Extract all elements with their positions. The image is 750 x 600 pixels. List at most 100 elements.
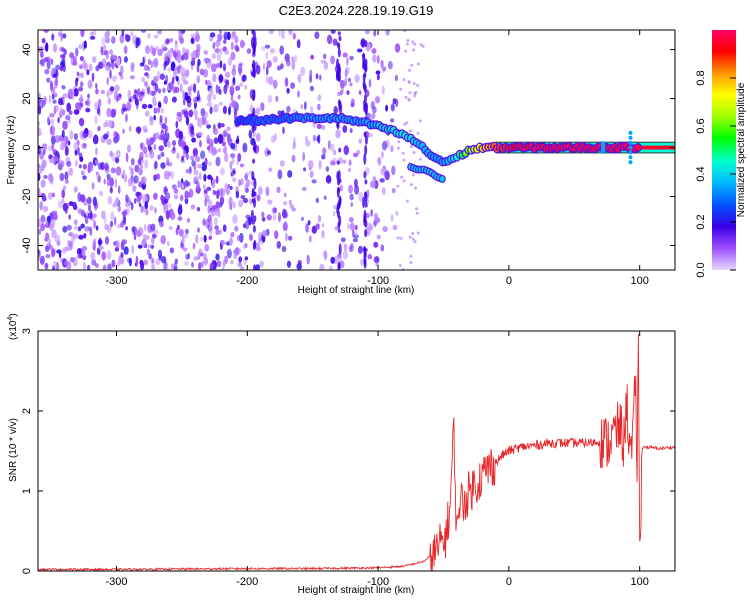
noise-blob <box>188 166 192 175</box>
noise-blob <box>51 33 55 41</box>
noise-blob <box>354 178 358 188</box>
noise-blob <box>38 228 42 235</box>
noise-blob <box>59 160 65 168</box>
signal-blob <box>439 176 445 182</box>
noise-blob <box>110 108 116 118</box>
noise-blob <box>256 194 261 202</box>
noise-blob <box>61 198 65 204</box>
signal-blob <box>628 130 633 135</box>
noise-blob <box>308 235 312 243</box>
noise-blob <box>222 129 228 138</box>
noise-blob <box>407 98 411 102</box>
noise-blob <box>279 160 285 167</box>
noise-blob <box>315 73 319 80</box>
noise-blob <box>155 173 161 180</box>
noise-blob <box>171 76 175 85</box>
noise-blob <box>69 257 75 263</box>
noise-blob <box>267 199 273 205</box>
noise-blob <box>189 83 194 91</box>
signal-blob <box>628 135 633 140</box>
noise-blob <box>203 189 208 194</box>
noise-blob <box>91 182 95 190</box>
noise-blob <box>94 115 98 124</box>
noise-blob <box>143 64 150 71</box>
noise-blob <box>260 102 265 111</box>
noise-blob <box>51 248 56 258</box>
noise-blob <box>217 133 224 144</box>
noise-blob <box>171 184 177 190</box>
x-tick-label: -200 <box>236 576 258 588</box>
noise-blob <box>132 185 137 193</box>
noise-blob <box>297 90 300 98</box>
signal-blob <box>601 141 606 146</box>
noise-blob <box>265 186 270 197</box>
noise-blob <box>200 150 206 160</box>
noise-blob <box>199 140 202 148</box>
noise-blob <box>378 159 382 166</box>
snr-y-axis-label: SNR (10 * v/v) <box>8 418 19 482</box>
noise-blob <box>102 264 107 270</box>
noise-blob <box>123 246 129 255</box>
noise-blob <box>145 110 150 117</box>
noise-blob <box>218 101 223 106</box>
noise-blob <box>88 63 93 72</box>
noise-blob <box>350 202 353 207</box>
noise-blob <box>234 225 239 232</box>
noise-blob <box>55 64 61 71</box>
noise-blob <box>136 37 141 46</box>
noise-blob <box>79 55 84 62</box>
noise-blob <box>61 85 66 90</box>
noise-blob <box>109 186 113 194</box>
noise-blob <box>349 222 355 231</box>
noise-blob <box>77 146 80 155</box>
noise-blob <box>394 43 401 53</box>
noise-blob <box>367 254 373 260</box>
noise-blob <box>214 48 221 54</box>
noise-blob <box>165 38 170 45</box>
noise-blob <box>330 143 335 152</box>
noise-blob <box>364 30 370 35</box>
noise-blob <box>323 53 327 60</box>
noise-blob <box>172 140 176 147</box>
noise-blob <box>390 103 395 112</box>
noise-blob <box>103 214 107 224</box>
noise-blob <box>286 59 291 67</box>
noise-blob <box>297 73 302 83</box>
noise-blob <box>113 130 117 138</box>
noise-blob <box>215 175 219 184</box>
noise-blob <box>418 119 422 123</box>
noise-blob <box>66 161 72 167</box>
streak-blob <box>336 206 340 215</box>
noise-blob <box>144 201 148 210</box>
noise-blob <box>268 30 274 34</box>
noise-blob <box>149 138 152 146</box>
noise-blob <box>160 151 165 157</box>
noise-blob <box>242 244 246 249</box>
noise-blob <box>421 44 425 48</box>
noise-blob <box>72 61 78 66</box>
noise-blob <box>275 95 279 103</box>
noise-blob <box>239 82 243 87</box>
noise-blob <box>64 171 69 181</box>
noise-blob <box>397 140 401 144</box>
noise-blob <box>54 104 59 113</box>
noise-blob <box>212 73 217 83</box>
noise-blob <box>184 228 189 235</box>
x-tick-label: 100 <box>631 576 649 588</box>
noise-blob <box>403 30 407 33</box>
noise-blob <box>151 47 157 57</box>
noise-blob <box>81 72 84 79</box>
noise-blob <box>80 30 85 38</box>
noise-blob <box>233 110 237 120</box>
noise-blob <box>102 45 107 52</box>
noise-blob <box>340 87 344 95</box>
noise-blob <box>83 213 87 218</box>
noise-blob <box>182 141 187 147</box>
noise-blob <box>343 243 348 252</box>
noise-blob <box>154 207 157 214</box>
noise-blob <box>95 225 99 231</box>
streak-blob <box>364 191 367 199</box>
noise-blob <box>403 122 407 126</box>
noise-blob <box>80 223 85 229</box>
